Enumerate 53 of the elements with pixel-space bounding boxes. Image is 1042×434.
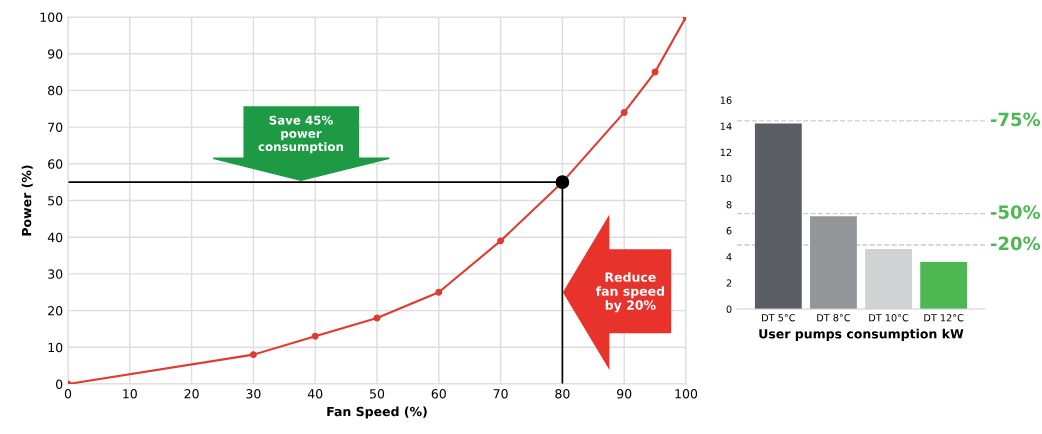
y-tick-label: 0 <box>56 379 63 389</box>
x-tick-label: DT 8°C <box>817 314 851 322</box>
bar <box>810 216 857 309</box>
annotation: Save 45% power consumption <box>258 115 344 154</box>
point <box>651 68 659 76</box>
point <box>497 237 505 245</box>
text: -75% <box>990 112 1041 127</box>
y-tick-label: 0 <box>726 305 732 313</box>
y-tick-label: 30 <box>48 269 63 279</box>
y-tick-label: 50 <box>48 195 63 206</box>
x-tick-label: 60 <box>431 389 446 399</box>
y-tick-label: 60 <box>48 159 63 169</box>
y-tick-label: 2 <box>726 279 732 287</box>
y-tick-label: 16 <box>720 96 732 104</box>
bar <box>754 123 802 309</box>
point <box>249 351 257 359</box>
x-tick-label: DT 12°C <box>924 314 964 322</box>
y-tick-label: 14 <box>720 122 732 130</box>
text: -20% <box>990 236 1041 251</box>
annotation: Reduce fan speed by 20% <box>595 272 665 313</box>
line-series <box>68 17 686 384</box>
y-tick-label: 10 <box>48 342 63 353</box>
y-tick-label: 40 <box>47 232 63 243</box>
x-tick-label: 40 <box>307 389 323 399</box>
point <box>555 175 570 190</box>
x-tick-label: 10 <box>123 389 137 399</box>
point <box>435 288 443 296</box>
x-tick-label: 20 <box>184 389 199 399</box>
y-tick-label: 90 <box>48 49 63 59</box>
x-tick-label: 0 <box>64 389 72 399</box>
y-tick-label: 8 <box>726 200 732 209</box>
x-tick-label: DT 5°C <box>762 314 795 322</box>
point <box>620 108 628 116</box>
x-tick-label: 90 <box>617 389 632 399</box>
y-tick-label: 12 <box>720 148 732 156</box>
y-tick-label: 100 <box>40 12 63 22</box>
text: -50% <box>990 205 1041 219</box>
y-tick-label: 80 <box>48 85 63 96</box>
y-tick-label: 6 <box>726 227 732 235</box>
bar <box>920 261 968 309</box>
x-tick-label: 80 <box>555 389 570 399</box>
x-tick-label: 30 <box>246 389 261 399</box>
x-axis-title: User pumps consumption kW <box>759 328 964 341</box>
x-tick-label: 70 <box>493 389 508 399</box>
point <box>311 332 319 340</box>
y-axis-title: Power (%) <box>21 165 33 236</box>
x-axis-title: Fan Speed (%) <box>327 406 427 419</box>
y-tick-label: 70 <box>48 122 63 133</box>
y-tick-label: 10 <box>720 174 732 183</box>
x-tick-label: 100 <box>675 389 698 399</box>
y-tick-label: 4 <box>726 253 732 261</box>
x-tick-label: DT 10°C <box>869 314 909 322</box>
x-tick-label: 50 <box>370 389 385 399</box>
